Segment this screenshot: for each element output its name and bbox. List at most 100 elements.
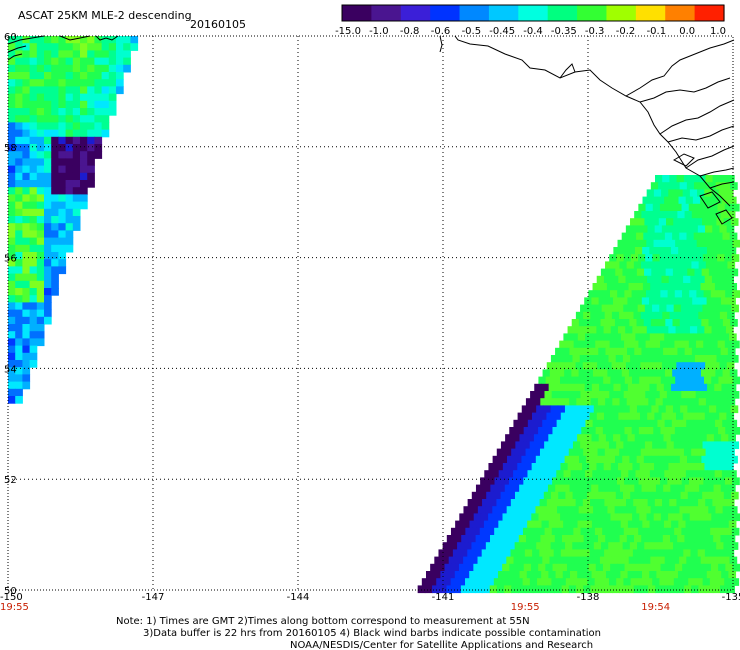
swath-cell xyxy=(705,398,714,406)
swath-cell xyxy=(546,499,555,507)
swath-cell xyxy=(692,196,701,205)
swath-cell xyxy=(718,239,727,248)
swath-cell xyxy=(701,542,710,550)
swath-cell xyxy=(699,347,707,356)
swath-cell xyxy=(633,261,642,270)
swath-cell xyxy=(664,232,673,241)
swath-cell xyxy=(709,304,718,313)
swath-cell xyxy=(8,216,16,224)
swath-cell xyxy=(108,64,117,73)
swath-cell xyxy=(36,273,45,282)
swath-cell xyxy=(724,304,732,313)
swath-cell xyxy=(622,355,631,363)
swath-cell xyxy=(670,535,678,543)
swath-cell xyxy=(29,237,38,246)
swath-cell xyxy=(693,506,702,514)
swath-cell xyxy=(108,93,117,102)
swath-cell xyxy=(36,208,45,217)
swath-cell xyxy=(486,491,494,500)
swath-cell xyxy=(544,391,553,399)
swath-cell xyxy=(87,144,95,152)
swath-cell xyxy=(640,585,649,594)
swath-cell xyxy=(720,347,729,356)
swath-cell xyxy=(705,225,713,234)
swath-cell xyxy=(630,441,639,450)
swath-cell xyxy=(698,261,707,270)
swath-cell xyxy=(571,455,580,464)
swath-cell xyxy=(51,252,59,260)
swath-cell xyxy=(36,122,45,131)
swath-cell xyxy=(593,405,602,414)
swath-cell xyxy=(566,391,574,399)
swath-cell xyxy=(563,556,572,565)
swath-cell xyxy=(44,72,52,80)
swath-cell xyxy=(562,347,570,356)
swath-cell xyxy=(594,391,603,399)
swath-cell xyxy=(722,232,731,241)
swath-cell xyxy=(726,463,734,471)
swath-cell xyxy=(594,355,602,363)
swath-cell xyxy=(732,376,740,385)
swath-cell xyxy=(15,381,23,390)
swath-cell xyxy=(549,556,558,565)
swath-cell xyxy=(633,362,641,370)
swath-cell xyxy=(729,506,738,514)
swath-cell xyxy=(500,542,508,550)
swath-cell xyxy=(44,115,52,123)
swath-cell xyxy=(732,290,740,298)
swath-cell xyxy=(51,158,59,167)
swath-cell xyxy=(724,203,733,212)
swath-cell xyxy=(596,326,605,334)
swath-cell xyxy=(51,273,59,282)
swath-cell xyxy=(677,211,686,219)
swath-cell xyxy=(676,225,684,234)
swath-cell xyxy=(80,144,88,152)
swath-cell xyxy=(491,520,499,529)
swath-cell xyxy=(694,268,703,277)
swath-cell xyxy=(692,297,700,306)
swath-cell xyxy=(669,499,677,507)
swath-cell xyxy=(545,563,554,572)
swath-cell xyxy=(633,311,642,320)
swath-cell xyxy=(669,448,678,457)
swath-cell xyxy=(549,419,558,428)
swath-cell xyxy=(626,585,635,594)
swath-cell xyxy=(657,232,666,241)
swath-cell xyxy=(686,369,695,378)
swath-cell xyxy=(533,434,542,442)
swath-cell xyxy=(637,578,646,586)
swath-cell xyxy=(683,499,692,507)
swath-cell xyxy=(600,506,608,514)
swath-cell xyxy=(592,470,600,478)
swath-cell xyxy=(597,499,605,507)
swath-cell xyxy=(466,563,474,572)
swath-cell xyxy=(718,563,726,572)
swath-cell xyxy=(8,86,16,95)
swath-cell xyxy=(634,535,642,543)
swath-cell xyxy=(44,136,52,145)
swath-cell xyxy=(618,463,626,471)
swath-cell xyxy=(571,556,579,565)
swath-cell xyxy=(723,355,732,363)
swath-cell xyxy=(651,542,660,550)
swath-cell xyxy=(36,136,45,145)
swath-cell xyxy=(540,585,548,594)
swath-cell xyxy=(44,302,52,311)
swath-cell xyxy=(29,100,38,109)
colorbar-label: -0.3 xyxy=(585,26,605,37)
swath-cell xyxy=(51,259,59,267)
swath-cell xyxy=(94,115,103,123)
swath-cell xyxy=(524,513,532,522)
swath-cell xyxy=(661,463,669,471)
swath-cell xyxy=(668,326,677,334)
swath-cell xyxy=(58,57,67,66)
swath-cell xyxy=(80,57,88,66)
swath-cell xyxy=(629,268,638,277)
swath-cell xyxy=(58,122,67,131)
swath-cell xyxy=(682,189,691,198)
swath-cell xyxy=(8,381,16,390)
swath-cell xyxy=(658,455,666,464)
swath-cell xyxy=(29,338,38,347)
swath-cell xyxy=(36,338,45,347)
swath-cell xyxy=(72,64,81,73)
